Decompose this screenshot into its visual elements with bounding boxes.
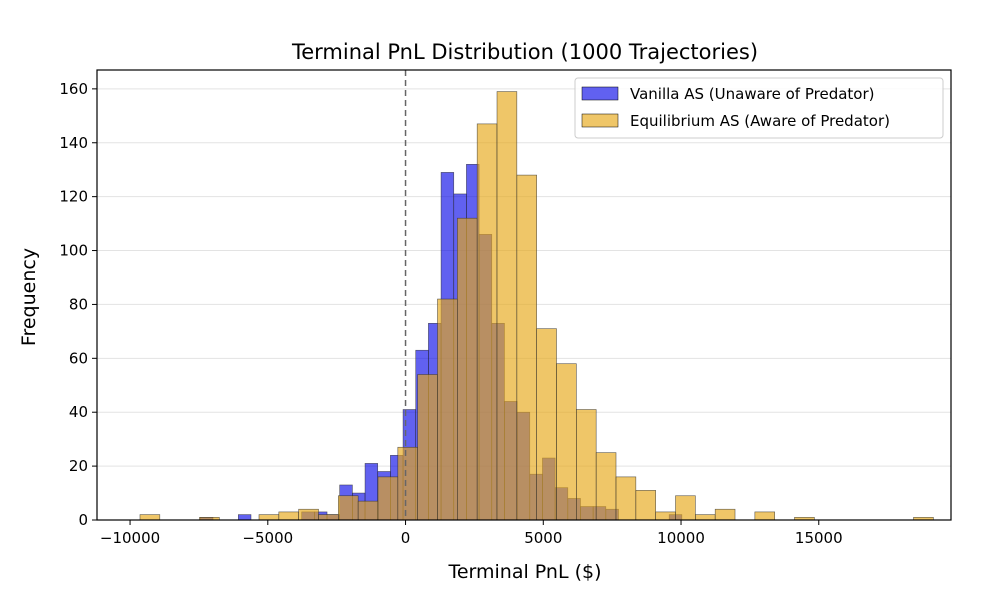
chart-title: Terminal PnL Distribution (1000 Trajecto… [291, 40, 758, 64]
y-tick-label-5: 100 [59, 242, 88, 260]
bar-series1-5 [318, 514, 339, 521]
bar-series1-20 [615, 476, 637, 521]
bar-series1-13 [476, 123, 498, 521]
bar-series1-7 [357, 500, 379, 521]
x-tick-label-0: −10000 [100, 529, 160, 547]
series-1-bars [139, 91, 934, 521]
y-tick-label-3: 60 [69, 349, 88, 367]
bar-series1-12 [457, 217, 478, 521]
legend-label-vanilla: Vanilla AS (Unaware of Predator) [630, 85, 875, 103]
legend: Vanilla AS (Unaware of Predator) Equilib… [574, 77, 944, 139]
y-tick-label-6: 120 [59, 188, 88, 206]
histogram-bars [139, 91, 934, 521]
bar-series1-15 [516, 174, 537, 521]
y-tick-label-8: 160 [59, 80, 88, 98]
y-tick-label-4: 80 [69, 295, 88, 313]
bar-series1-19 [595, 452, 617, 521]
bar-series1-11 [437, 298, 458, 521]
bar-series1-10 [417, 374, 438, 521]
bar-series1-24 [695, 514, 716, 521]
bar-series1-4 [298, 508, 319, 521]
x-tick-label-5: 15000 [795, 529, 843, 547]
bar-series1-0 [139, 514, 161, 521]
bar-series1-9 [397, 446, 418, 521]
bar-series1-25 [714, 508, 736, 521]
legend-label-equilibrium: Equilibrium AS (Aware of Predator) [630, 112, 890, 130]
x-tick-label-3: 5000 [524, 529, 562, 547]
bar-series1-17 [556, 363, 577, 521]
y-tick-label-2: 40 [69, 403, 88, 421]
y-tick-label-1: 20 [69, 457, 88, 475]
x-tick-label-1: −5000 [242, 529, 293, 547]
bar-series1-16 [536, 328, 557, 521]
bar-series1-21 [635, 490, 656, 521]
legend-swatch-equilibrium [581, 113, 619, 128]
x-tick-label-2: 0 [401, 529, 411, 547]
legend-box [574, 77, 944, 139]
bar-series1-23 [675, 495, 696, 521]
y-tick-label-0: 0 [78, 511, 88, 529]
y-axis-ticks: 0 20 40 60 80 100 120 140 160 [59, 80, 97, 529]
bar-series1-8 [377, 476, 399, 521]
plot-frame [96, 69, 952, 521]
x-tick-label-4: 10000 [657, 529, 705, 547]
y-axis-label: Frequency [18, 248, 40, 346]
x-axis-label: Terminal PnL ($) [447, 561, 601, 583]
x-axis-ticks: −10000 −5000 0 5000 10000 15000 [100, 520, 843, 547]
bar-series0-1 [238, 514, 252, 521]
bar-series1-6 [338, 495, 359, 521]
bar-series1-3 [278, 511, 299, 521]
bar-series1-2 [258, 514, 280, 521]
bar-series1-26 [754, 511, 775, 521]
bar-series1-18 [576, 409, 597, 521]
legend-swatch-vanilla [581, 86, 619, 101]
y-tick-label-7: 140 [59, 134, 88, 152]
bar-series1-14 [496, 91, 518, 521]
bar-series1-22 [655, 511, 676, 521]
